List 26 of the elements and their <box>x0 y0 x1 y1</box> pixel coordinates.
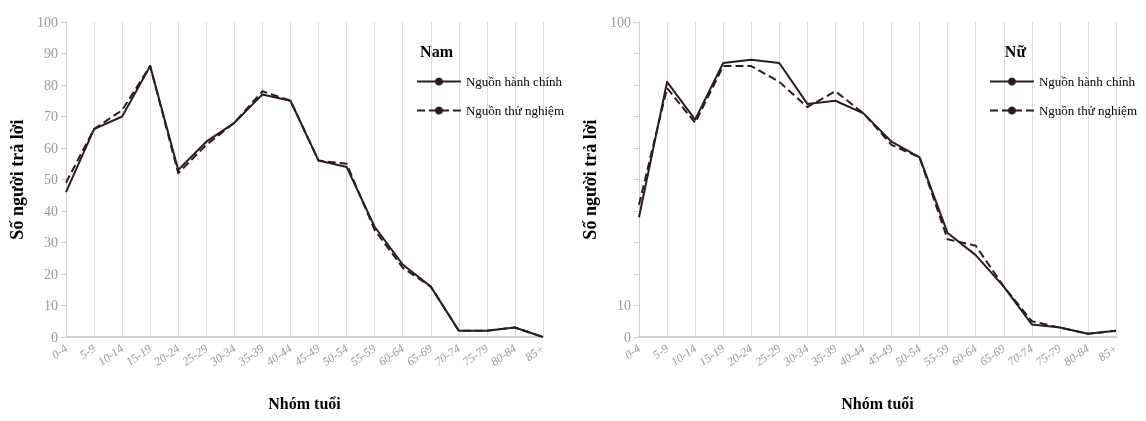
y-tick-label: 100 <box>37 14 58 30</box>
x-tick-label: 85+ <box>1095 341 1121 365</box>
legend-label: Nguồn thử nghiệm <box>1038 103 1138 118</box>
x-axis-title: Nhóm tuổi <box>268 394 342 412</box>
legend-title: Nam <box>420 42 454 60</box>
x-axis-title: Nhóm tuổi <box>841 394 915 412</box>
y-tick-label: 30 <box>44 235 58 250</box>
x-tick-label: 85+ <box>522 341 548 365</box>
x-tick-label: 5-9 <box>649 341 672 362</box>
y-tick-label: 20 <box>44 266 58 282</box>
y-tick-label: 60 <box>44 140 58 156</box>
legend-label: Nguồn thử nghiệm <box>465 103 565 118</box>
legend-label: Nguồn hành chính <box>465 74 563 89</box>
legend-label: Nguồn hành chính <box>1038 74 1136 89</box>
y-axis-title: Số người trả lời <box>580 119 600 240</box>
y-tick-label: 10 <box>44 298 58 313</box>
x-tick-label: 5-9 <box>76 341 99 362</box>
y-tick-label: 50 <box>44 172 58 187</box>
y-tick-label: 100 <box>610 14 631 30</box>
legend-title: Nữ <box>1004 42 1027 60</box>
y-axis-title: Số người trả lời <box>7 119 27 240</box>
y-tick-label: 10 <box>617 298 631 313</box>
y-tick-label: 70 <box>44 109 58 124</box>
y-tick-label: 80 <box>44 77 58 93</box>
y-tick-label: 40 <box>44 203 58 219</box>
y-tick-label: 90 <box>44 46 58 61</box>
